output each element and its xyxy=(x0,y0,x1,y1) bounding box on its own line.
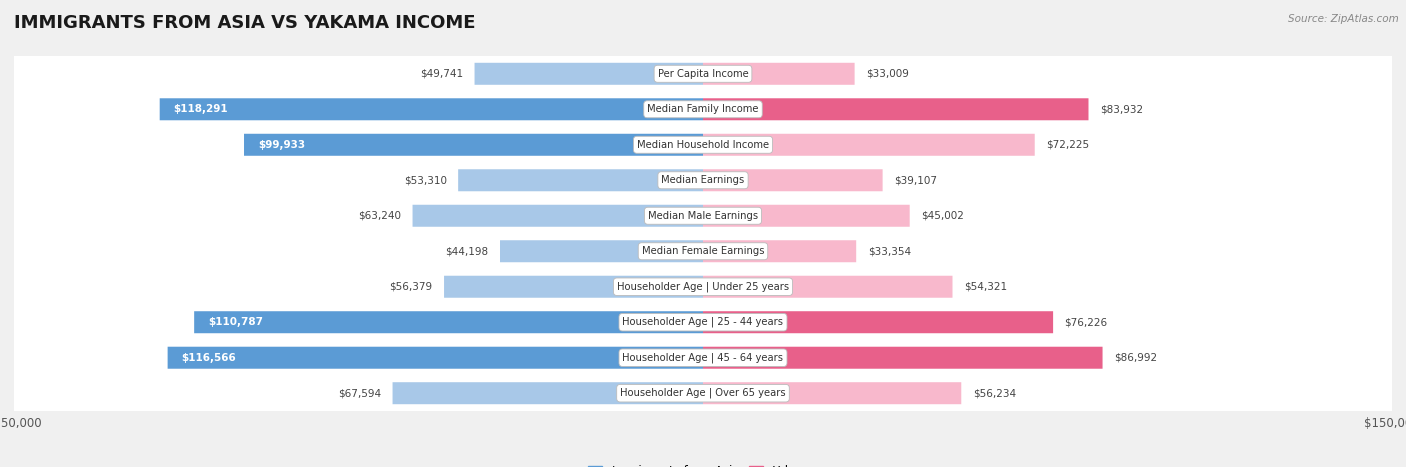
FancyBboxPatch shape xyxy=(703,63,855,85)
Text: $45,002: $45,002 xyxy=(921,211,965,221)
Text: $63,240: $63,240 xyxy=(359,211,401,221)
Text: $72,225: $72,225 xyxy=(1046,140,1090,150)
Text: $33,354: $33,354 xyxy=(868,246,911,256)
FancyBboxPatch shape xyxy=(167,347,703,369)
Text: $39,107: $39,107 xyxy=(894,175,936,185)
FancyBboxPatch shape xyxy=(245,134,703,156)
Text: $118,291: $118,291 xyxy=(173,104,228,114)
FancyBboxPatch shape xyxy=(703,276,952,298)
Text: $44,198: $44,198 xyxy=(446,246,488,256)
Text: Median Male Earnings: Median Male Earnings xyxy=(648,211,758,221)
Text: $67,594: $67,594 xyxy=(337,388,381,398)
Text: $53,310: $53,310 xyxy=(404,175,447,185)
Text: $116,566: $116,566 xyxy=(181,353,236,363)
Text: Source: ZipAtlas.com: Source: ZipAtlas.com xyxy=(1288,14,1399,24)
Text: $83,932: $83,932 xyxy=(1099,104,1143,114)
Text: Householder Age | 45 - 64 years: Householder Age | 45 - 64 years xyxy=(623,353,783,363)
FancyBboxPatch shape xyxy=(703,311,1053,333)
FancyBboxPatch shape xyxy=(501,240,703,262)
Text: Median Earnings: Median Earnings xyxy=(661,175,745,185)
FancyBboxPatch shape xyxy=(475,63,703,85)
Text: IMMIGRANTS FROM ASIA VS YAKAMA INCOME: IMMIGRANTS FROM ASIA VS YAKAMA INCOME xyxy=(14,14,475,32)
FancyBboxPatch shape xyxy=(412,205,703,227)
Text: $54,321: $54,321 xyxy=(965,282,1007,292)
Text: Median Household Income: Median Household Income xyxy=(637,140,769,150)
Text: $56,379: $56,379 xyxy=(389,282,433,292)
FancyBboxPatch shape xyxy=(703,240,856,262)
Legend: Immigrants from Asia, Yakama: Immigrants from Asia, Yakama xyxy=(583,460,823,467)
Text: $33,009: $33,009 xyxy=(866,69,908,79)
Text: $99,933: $99,933 xyxy=(257,140,305,150)
FancyBboxPatch shape xyxy=(194,311,703,333)
Text: Median Female Earnings: Median Female Earnings xyxy=(641,246,765,256)
FancyBboxPatch shape xyxy=(458,169,703,191)
FancyBboxPatch shape xyxy=(703,98,1088,120)
FancyBboxPatch shape xyxy=(703,169,883,191)
Text: Per Capita Income: Per Capita Income xyxy=(658,69,748,79)
FancyBboxPatch shape xyxy=(703,205,910,227)
FancyBboxPatch shape xyxy=(703,347,1102,369)
FancyBboxPatch shape xyxy=(703,134,1035,156)
Text: $49,741: $49,741 xyxy=(420,69,463,79)
FancyBboxPatch shape xyxy=(703,382,962,404)
Text: Householder Age | 25 - 44 years: Householder Age | 25 - 44 years xyxy=(623,317,783,327)
Text: $86,992: $86,992 xyxy=(1114,353,1157,363)
Text: $76,226: $76,226 xyxy=(1064,317,1108,327)
FancyBboxPatch shape xyxy=(444,276,703,298)
FancyBboxPatch shape xyxy=(160,98,703,120)
Text: Householder Age | Over 65 years: Householder Age | Over 65 years xyxy=(620,388,786,398)
Text: $56,234: $56,234 xyxy=(973,388,1017,398)
Text: $110,787: $110,787 xyxy=(208,317,263,327)
FancyBboxPatch shape xyxy=(392,382,703,404)
Text: Median Family Income: Median Family Income xyxy=(647,104,759,114)
Text: Householder Age | Under 25 years: Householder Age | Under 25 years xyxy=(617,282,789,292)
